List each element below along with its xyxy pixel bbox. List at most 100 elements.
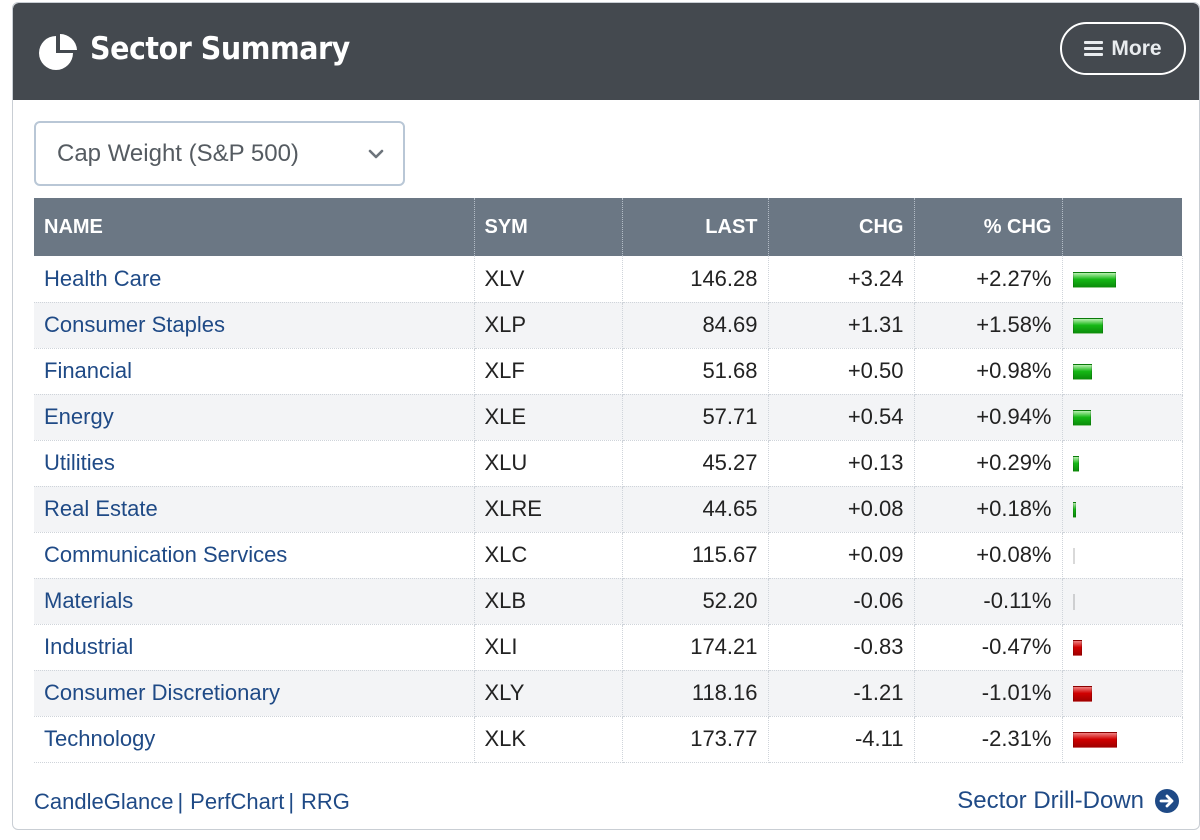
last-price: 57.71 <box>622 394 769 441</box>
sector-symbol: XLI <box>474 624 623 671</box>
table-row: Industrial XLI 174.21 -0.83 -0.47% <box>34 624 1183 671</box>
sector-symbol: XLRE <box>474 486 623 533</box>
rrg-link[interactable]: RRG <box>301 789 350 814</box>
change-value: +0.08 <box>768 486 915 533</box>
performance-bar-cell <box>1062 532 1183 579</box>
last-price: 52.20 <box>622 578 769 625</box>
percent-change: +2.27% <box>914 256 1063 303</box>
performance-bar <box>1072 640 1082 657</box>
performance-bar <box>1072 456 1079 473</box>
performance-bar-cell <box>1062 440 1183 487</box>
performance-bar <box>1072 364 1092 381</box>
table-row: Materials XLB 52.20 -0.06 -0.11% <box>34 578 1183 625</box>
last-price: 51.68 <box>622 348 769 395</box>
sector-name-link[interactable]: Financial <box>34 348 475 395</box>
more-button-label: More <box>1111 36 1162 60</box>
table-row: Communication Services XLC 115.67 +0.09 +0.0… <box>34 532 1183 579</box>
menu-icon <box>1084 41 1104 56</box>
column-header-pct-chg[interactable]: % CHG <box>914 198 1063 256</box>
last-price: 173.77 <box>622 716 769 763</box>
sector-name-link[interactable]: Utilities <box>34 440 475 487</box>
candleglance-link[interactable]: CandleGlance <box>34 789 174 814</box>
performance-bar <box>1072 732 1117 749</box>
sector-symbol: XLP <box>474 302 623 349</box>
column-header-name[interactable]: NAME <box>34 198 475 256</box>
performance-bar <box>1072 548 1075 565</box>
column-header-chg[interactable]: CHG <box>768 198 915 256</box>
performance-bar-cell <box>1062 624 1183 671</box>
percent-change: -0.11% <box>914 578 1063 625</box>
sector-name-link[interactable]: Technology <box>34 716 475 763</box>
sector-symbol: XLV <box>474 256 623 303</box>
last-price: 44.65 <box>622 486 769 533</box>
sector-drill-down-link[interactable]: Sector Drill-Down <box>957 787 1180 815</box>
percent-change: +1.58% <box>914 302 1063 349</box>
performance-bar-cell <box>1062 348 1183 395</box>
table-header-row: NAME SYM LAST CHG % CHG <box>34 198 1182 256</box>
link-separator: | <box>177 789 184 814</box>
perfchart-link[interactable]: PerfChart <box>190 789 285 814</box>
change-value: +0.09 <box>768 532 915 579</box>
sector-name-link[interactable]: Consumer Staples <box>34 302 475 349</box>
performance-bar <box>1072 686 1092 703</box>
change-value: +0.50 <box>768 348 915 395</box>
last-price: 45.27 <box>622 440 769 487</box>
last-price: 146.28 <box>622 256 769 303</box>
change-value: +0.13 <box>768 440 915 487</box>
performance-bar <box>1072 410 1091 427</box>
footer-links: CandleGlance | PerfChart | RRG <box>34 789 350 815</box>
sector-name-link[interactable]: Materials <box>34 578 475 625</box>
sector-name-link[interactable]: Energy <box>34 394 475 441</box>
performance-bar-cell <box>1062 302 1183 349</box>
change-value: +3.24 <box>768 256 915 303</box>
sector-table: NAME SYM LAST CHG % CHG Health Care XLV 14… <box>34 198 1183 763</box>
last-price: 118.16 <box>622 670 769 717</box>
sector-symbol: XLK <box>474 716 623 763</box>
change-value: -0.06 <box>768 578 915 625</box>
table-row: Financial XLF 51.68 +0.50 +0.98% <box>34 348 1183 395</box>
sector-symbol: XLF <box>474 348 623 395</box>
table-row: Consumer Staples XLP 84.69 +1.31 +1.58% <box>34 302 1183 349</box>
table-row: Consumer Discretionary XLY 118.16 -1.21 -1.0… <box>34 670 1183 717</box>
change-value: +1.31 <box>768 302 915 349</box>
percent-change: +0.98% <box>914 348 1063 395</box>
arrow-circle-right-icon <box>1155 789 1179 813</box>
performance-bar-cell <box>1062 394 1183 441</box>
performance-bar-cell <box>1062 256 1183 303</box>
panel-header: Sector Summary More <box>13 3 1199 100</box>
drill-down-label: Sector Drill-Down <box>957 787 1144 814</box>
last-price: 115.67 <box>622 532 769 579</box>
weighting-select[interactable]: Cap Weight (S&P 500) <box>34 121 405 186</box>
table-row: Health Care XLV 146.28 +3.24 +2.27% <box>34 256 1183 303</box>
column-header-bar <box>1062 198 1182 256</box>
performance-bar-cell <box>1062 486 1183 533</box>
last-price: 84.69 <box>622 302 769 349</box>
panel-title: Sector Summary <box>90 31 350 67</box>
percent-change: -2.31% <box>914 716 1063 763</box>
sector-name-link[interactable]: Health Care <box>34 256 475 303</box>
sector-symbol: XLB <box>474 578 623 625</box>
percent-change: +0.94% <box>914 394 1063 441</box>
performance-bar-cell <box>1062 670 1183 717</box>
table-row: Utilities XLU 45.27 +0.13 +0.29% <box>34 440 1183 487</box>
sector-symbol: XLC <box>474 532 623 579</box>
performance-bar-cell <box>1062 716 1183 763</box>
percent-change: -1.01% <box>914 670 1063 717</box>
sector-name-link[interactable]: Consumer Discretionary <box>34 670 475 717</box>
sector-name-link[interactable]: Real Estate <box>34 486 475 533</box>
change-value: -0.83 <box>768 624 915 671</box>
sector-symbol: XLY <box>474 670 623 717</box>
chevron-down-icon <box>368 149 384 159</box>
percent-change: -0.47% <box>914 624 1063 671</box>
weighting-select-value: Cap Weight (S&P 500) <box>57 139 299 167</box>
sector-name-link[interactable]: Communication Services <box>34 532 475 579</box>
percent-change: +0.18% <box>914 486 1063 533</box>
sector-name-link[interactable]: Industrial <box>34 624 475 671</box>
sector-symbol: XLU <box>474 440 623 487</box>
table-row: Real Estate XLRE 44.65 +0.08 +0.18% <box>34 486 1183 533</box>
more-button[interactable]: More <box>1060 22 1186 75</box>
column-header-last[interactable]: LAST <box>622 198 769 256</box>
column-header-sym[interactable]: SYM <box>474 198 623 256</box>
performance-bar <box>1072 502 1076 519</box>
performance-bar <box>1072 271 1116 288</box>
